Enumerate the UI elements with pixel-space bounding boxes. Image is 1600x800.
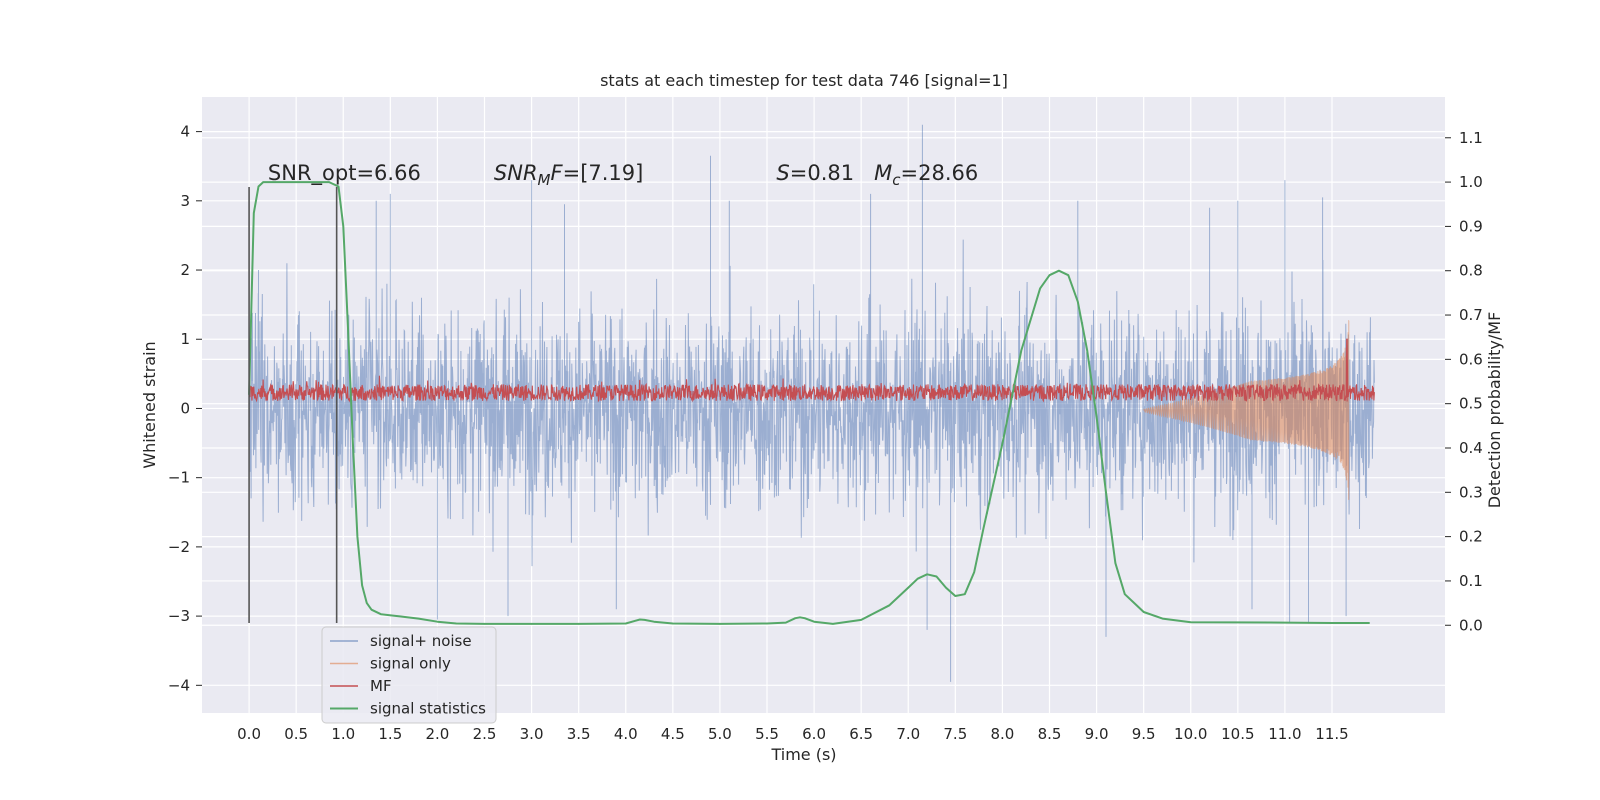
y-tick-label: 0 [180, 399, 190, 417]
y2-tick-label: 0.6 [1459, 350, 1483, 368]
legend-label: signal statistics [370, 700, 486, 718]
x-tick-label: 9.0 [1085, 725, 1109, 743]
x-tick-label: 10.5 [1221, 725, 1254, 743]
vertical-markers [248, 186, 338, 624]
y2-tick-label: 0.3 [1459, 483, 1483, 501]
legend-label: signal only [370, 655, 451, 673]
y-tick-label: −4 [168, 676, 190, 694]
y2-tick-label: 0.4 [1459, 439, 1483, 457]
y-tick-label: −1 [168, 469, 190, 487]
chart-title: stats at each timestep for test data 746… [600, 71, 1008, 90]
x-tick-label: 0.5 [284, 725, 308, 743]
x-tick-label: 4.5 [661, 725, 685, 743]
legend-label: signal+ noise [370, 632, 472, 650]
x-tick-label: 9.5 [1132, 725, 1156, 743]
legend-box [321, 626, 497, 724]
y2-tick-label: 1.0 [1459, 173, 1483, 191]
x-tick-label: 8.0 [990, 725, 1014, 743]
legend-label: MF [370, 677, 392, 695]
signal-noise-series [248, 124, 1375, 682]
y2-tick-label: 0.8 [1459, 262, 1483, 280]
mf-series [248, 338, 1375, 403]
y2-tick-label: 0.0 [1459, 616, 1483, 634]
signal-only-line [1143, 320, 1350, 500]
x-tick-label: 2.0 [425, 725, 449, 743]
x-tick-label: 7.0 [896, 725, 920, 743]
x-tick-label: 8.5 [1038, 725, 1062, 743]
x-tick-label: 2.5 [473, 725, 497, 743]
y-tick-label: −3 [168, 607, 190, 625]
y-axis-label: Whitened strain [140, 341, 159, 468]
y2-axis-label: Detection probability/MF [1485, 312, 1504, 509]
x-tick-label: 6.0 [802, 725, 826, 743]
mf-line [248, 338, 1375, 403]
annotations-layer: SNR_opt=6.66 SNRMF=[7.19] S=0.81 Mc=28.66 [268, 161, 978, 189]
y2-tick-label: 0.9 [1459, 217, 1483, 235]
annotation-snr-opt: SNR_opt=6.66 [268, 161, 421, 186]
y2-tick-label: 0.5 [1459, 395, 1483, 413]
y-tick-label: −2 [168, 538, 190, 556]
y2-tick-label: 1.1 [1459, 129, 1483, 147]
x-tick-label: 1.0 [331, 725, 355, 743]
y2-tick-label: 0.1 [1459, 572, 1483, 590]
ticks-layer: 0.0 0.5 1.0 1.5 2.0 2.5 3.0 3.5 4.0 4.5 5.0 5.5 6.0 6… [168, 123, 1483, 743]
x-tick-label: 1.5 [378, 725, 402, 743]
legend: signal+ noise signal only MF signal statist… [321, 626, 497, 724]
y-tick-label: 1 [180, 330, 190, 348]
annotation-snr-mf: SNRMF=[7.19] [494, 161, 643, 189]
annotation-s-mc: S=0.81 Mc=28.66 [776, 161, 978, 189]
x-tick-label: 10.0 [1174, 725, 1207, 743]
signal-statistics-line [248, 181, 1370, 625]
x-tick-label: 4.0 [614, 725, 638, 743]
x-tick-label: 5.0 [708, 725, 732, 743]
x-tick-label: 5.5 [755, 725, 779, 743]
x-axis-label: Time (s) [770, 745, 836, 764]
x-tick-label: 6.5 [849, 725, 873, 743]
y2-tick-label: 0.2 [1459, 528, 1483, 546]
x-tick-label: 3.0 [520, 725, 544, 743]
x-tick-label: 11.5 [1315, 725, 1348, 743]
signal-statistics-series [248, 181, 1370, 625]
y-tick-label: 4 [180, 123, 190, 141]
y2-tick-label: 0.7 [1459, 306, 1483, 324]
x-tick-label: 0.0 [237, 725, 261, 743]
y-tick-label: 2 [180, 261, 190, 279]
y-tick-label: 3 [180, 192, 190, 210]
x-tick-label: 3.5 [567, 725, 591, 743]
signal-only-series [1143, 320, 1350, 500]
x-tick-label: 7.5 [943, 725, 967, 743]
signal-noise-line [248, 124, 1375, 682]
x-tick-label: 11.0 [1268, 725, 1301, 743]
